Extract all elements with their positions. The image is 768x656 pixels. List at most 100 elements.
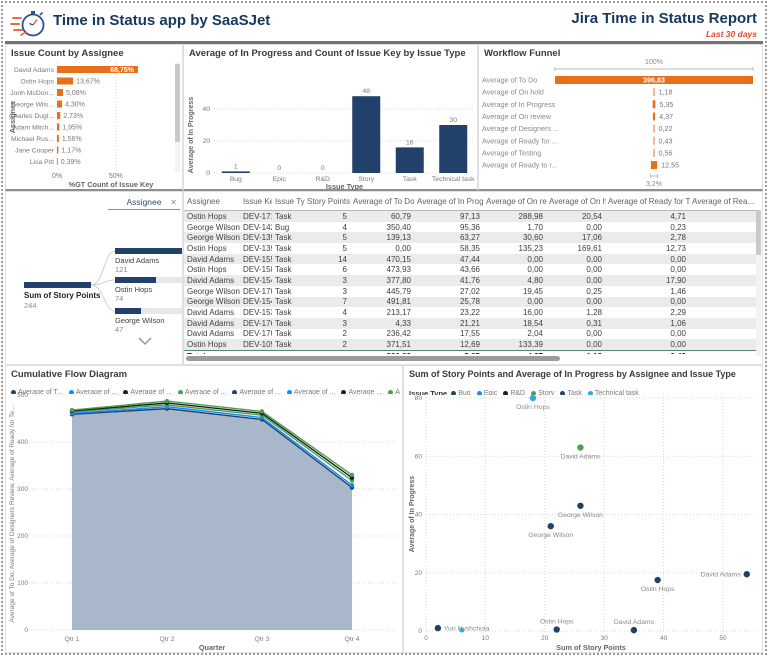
close-icon[interactable]: ✕ xyxy=(170,198,177,207)
column-header[interactable]: Issue Key xyxy=(240,192,272,211)
data-point[interactable] xyxy=(547,522,554,530)
legend-item[interactable]: Average of ... xyxy=(232,389,281,394)
data-point[interactable] xyxy=(164,398,170,404)
table-row[interactable]: Ostin HopsDEV-1050Task2371,5112,69133,39… xyxy=(184,339,756,351)
column-header[interactable]: Story Points xyxy=(305,192,351,211)
table-row[interactable]: Ostin Hops DEV-1587Task 6 473,93 43,66 0,00 0,… xyxy=(184,264,756,275)
funnel-bar[interactable] xyxy=(555,76,753,84)
legend-dot-icon xyxy=(560,391,566,395)
data-point[interactable] xyxy=(654,576,661,584)
data-point[interactable] xyxy=(630,626,638,634)
table-cell: 4,80 xyxy=(484,275,547,286)
tree-header-assignee[interactable]: Assignee xyxy=(108,197,180,210)
data-point[interactable] xyxy=(259,409,265,414)
column-header[interactable]: Issue Type xyxy=(272,192,305,211)
bar[interactable] xyxy=(57,66,138,73)
legend-item[interactable]: Average of ... xyxy=(68,389,117,394)
data-point[interactable] xyxy=(349,483,355,488)
legend-item[interactable]: Average ... xyxy=(341,389,382,394)
table-row[interactable]: David AdamsDEV-1557Task14470,1547,440,00… xyxy=(184,253,756,265)
data-point[interactable] xyxy=(743,571,750,578)
cfd-area[interactable] xyxy=(72,408,352,630)
bar[interactable] xyxy=(57,123,60,131)
column-header[interactable]: Average of Rea... xyxy=(690,192,756,211)
column-header[interactable]: Assignee xyxy=(184,192,240,211)
table-cell xyxy=(690,275,756,286)
bar[interactable] xyxy=(57,112,61,119)
data-point[interactable] xyxy=(349,472,355,478)
table-row[interactable]: David AdamsDEV-1549Task3377,8041,764,800… xyxy=(184,275,756,286)
column-header[interactable]: Average of To Do xyxy=(351,192,415,211)
data-point[interactable] xyxy=(69,407,75,413)
legend-item[interactable]: Task xyxy=(560,390,582,395)
column-header[interactable]: Average of On review xyxy=(484,192,547,211)
table-row[interactable]: George WilsonDEV-1396Task5139,1363,2730,… xyxy=(184,232,756,244)
text-label: 300 xyxy=(17,486,28,493)
cfd-chart: 0 100 200 300 400 500 Qtr 1 Qtr 2 Qtr 3 Qtr 4 Quar… xyxy=(9,392,398,652)
column-header[interactable]: Average of In Progress ▾ xyxy=(415,192,484,211)
funnel-bar[interactable] xyxy=(653,136,655,145)
legend-item[interactable]: Average of T... xyxy=(11,389,63,394)
legend-dot-icon xyxy=(123,390,129,394)
bar[interactable] xyxy=(352,96,381,173)
table-cell: 4 xyxy=(342,222,347,232)
table-cell: 1,06 xyxy=(606,317,690,329)
total-cell xyxy=(240,349,272,354)
table-horizontal-scrollbar[interactable] xyxy=(186,356,560,361)
table-row[interactable]: David AdamsDEV-1763Task34,3321,2118,540,… xyxy=(184,317,756,329)
legend-item[interactable]: Average ... xyxy=(388,389,400,394)
legend-item[interactable]: Average of ... xyxy=(286,389,335,394)
data-point[interactable] xyxy=(553,626,560,633)
funnel-bar[interactable] xyxy=(653,148,655,157)
issue-type-title: Average of In Progress and Count of Issu… xyxy=(189,48,466,59)
legend-item[interactable]: Average of ... xyxy=(123,389,172,394)
total-cell: 396,83 xyxy=(351,349,415,354)
tree-node-bar xyxy=(115,308,182,314)
legend-item[interactable]: Average of ... xyxy=(177,389,226,394)
table-vertical-scrollbar[interactable] xyxy=(756,210,761,356)
funnel-bottom-label: 3,2% xyxy=(646,181,662,188)
table-cell: 14 xyxy=(305,253,351,265)
tree-root-bar[interactable] xyxy=(24,282,91,288)
column-header[interactable]: Average of Ready for Testing xyxy=(606,192,690,211)
x-tick-label: Qtr 1 xyxy=(64,636,79,643)
funnel-bar[interactable] xyxy=(652,100,656,109)
category-label: Lisa Pitt xyxy=(30,159,54,166)
table-cell: 2,78 xyxy=(606,232,690,244)
table-row[interactable]: David Adams DEV-1705Task 2 236,42 17,55 2,04 0… xyxy=(184,329,756,340)
bar[interactable] xyxy=(221,171,250,173)
funnel-bar[interactable] xyxy=(650,161,658,170)
bar[interactable] xyxy=(57,77,74,85)
table-row[interactable]: Ostin Hops DEV-1395Task 5 0,00 58,35 135,23 16… xyxy=(184,243,756,254)
funnel-bar[interactable] xyxy=(652,112,656,121)
chevron-down-icon[interactable] xyxy=(138,337,152,345)
table-row[interactable]: Ostin HopsDEV-1715Task560,7997,13288,982… xyxy=(184,210,756,222)
data-point[interactable] xyxy=(459,627,465,633)
bar[interactable] xyxy=(57,100,63,108)
bar[interactable] xyxy=(439,125,468,173)
table-cell: 0,00 xyxy=(606,296,690,308)
funnel-bar[interactable] xyxy=(653,88,655,97)
bar[interactable] xyxy=(57,135,59,142)
funnel-bar[interactable] xyxy=(653,124,655,133)
legend-item[interactable]: Story xyxy=(531,390,554,395)
data-point[interactable] xyxy=(529,394,537,402)
legend-dot-icon xyxy=(232,390,238,394)
column-header[interactable]: Average of On hold xyxy=(547,192,606,211)
table-row[interactable]: David Adams DEV-1537Task 4 213,17 23,22 16,00… xyxy=(184,307,756,318)
legend-item[interactable]: R&D xyxy=(503,390,525,395)
legend-item[interactable]: Technical task xyxy=(587,390,639,395)
legend-item[interactable]: Epic xyxy=(476,390,497,395)
data-point[interactable] xyxy=(434,624,442,632)
issue-count-scrollbar[interactable] xyxy=(175,62,180,172)
table-row[interactable]: George WilsonDEV-1548Task7491,8125,780,0… xyxy=(184,296,756,308)
bar[interactable] xyxy=(395,147,424,173)
legend-item[interactable]: Bug xyxy=(451,390,471,395)
bar[interactable] xyxy=(57,146,59,154)
bar[interactable] xyxy=(57,158,58,165)
data-point[interactable] xyxy=(577,502,584,509)
data-point[interactable] xyxy=(577,444,584,451)
bar[interactable] xyxy=(57,89,63,96)
